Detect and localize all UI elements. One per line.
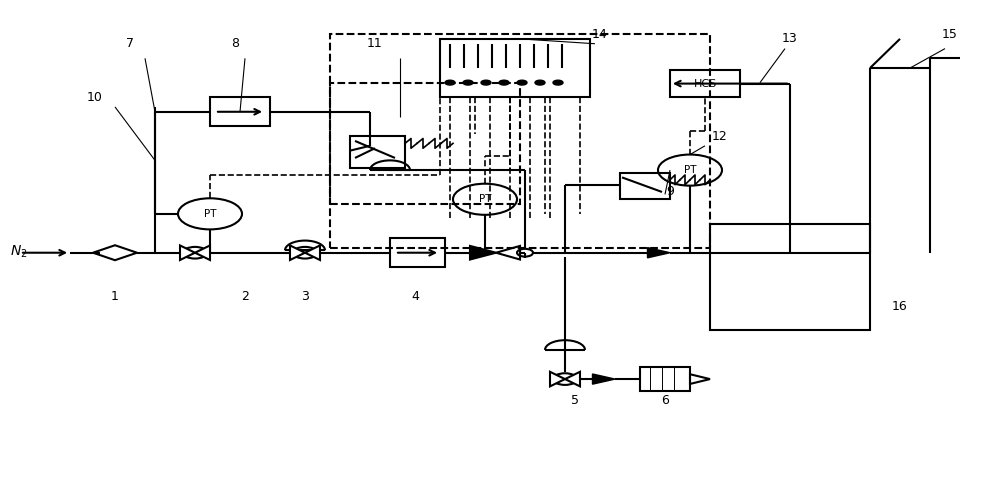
Text: 1: 1 — [111, 290, 119, 303]
Text: 3: 3 — [301, 290, 309, 303]
Text: HCS: HCS — [693, 79, 717, 88]
Circle shape — [517, 80, 527, 85]
Polygon shape — [195, 245, 210, 260]
Text: $N_2$: $N_2$ — [10, 243, 28, 260]
Circle shape — [499, 80, 509, 85]
Circle shape — [553, 80, 563, 85]
Text: 6: 6 — [661, 395, 669, 407]
Text: PT: PT — [204, 209, 216, 219]
Polygon shape — [180, 245, 195, 260]
Bar — [330, 83, 520, 204]
Circle shape — [463, 80, 473, 85]
Bar — [350, 136, 405, 168]
Text: 13: 13 — [782, 33, 798, 45]
Polygon shape — [550, 372, 565, 386]
Bar — [670, 70, 740, 97]
Circle shape — [445, 80, 455, 85]
Polygon shape — [305, 245, 320, 260]
Polygon shape — [565, 372, 580, 386]
Text: 8: 8 — [231, 37, 239, 50]
Text: 11: 11 — [367, 37, 383, 50]
Bar — [440, 39, 590, 97]
Bar — [620, 173, 670, 199]
Polygon shape — [470, 246, 496, 260]
Text: 9: 9 — [666, 186, 674, 198]
Bar — [390, 238, 445, 267]
Text: 14: 14 — [592, 28, 608, 40]
Text: 16: 16 — [892, 300, 908, 312]
Text: 12: 12 — [712, 130, 728, 142]
Text: 4: 4 — [411, 290, 419, 303]
Text: 10: 10 — [87, 91, 103, 104]
Text: 7: 7 — [126, 37, 134, 50]
Text: 2: 2 — [241, 290, 249, 303]
Polygon shape — [648, 248, 670, 258]
Bar — [330, 34, 710, 248]
Text: 15: 15 — [942, 28, 958, 40]
Polygon shape — [592, 374, 615, 384]
Text: 5: 5 — [571, 395, 579, 407]
Bar — [640, 367, 690, 391]
Circle shape — [535, 80, 545, 85]
Text: PT: PT — [684, 165, 696, 175]
Bar — [710, 224, 870, 330]
Polygon shape — [290, 245, 305, 260]
Bar — [210, 97, 270, 126]
Circle shape — [481, 80, 491, 85]
Text: PT: PT — [479, 194, 491, 204]
